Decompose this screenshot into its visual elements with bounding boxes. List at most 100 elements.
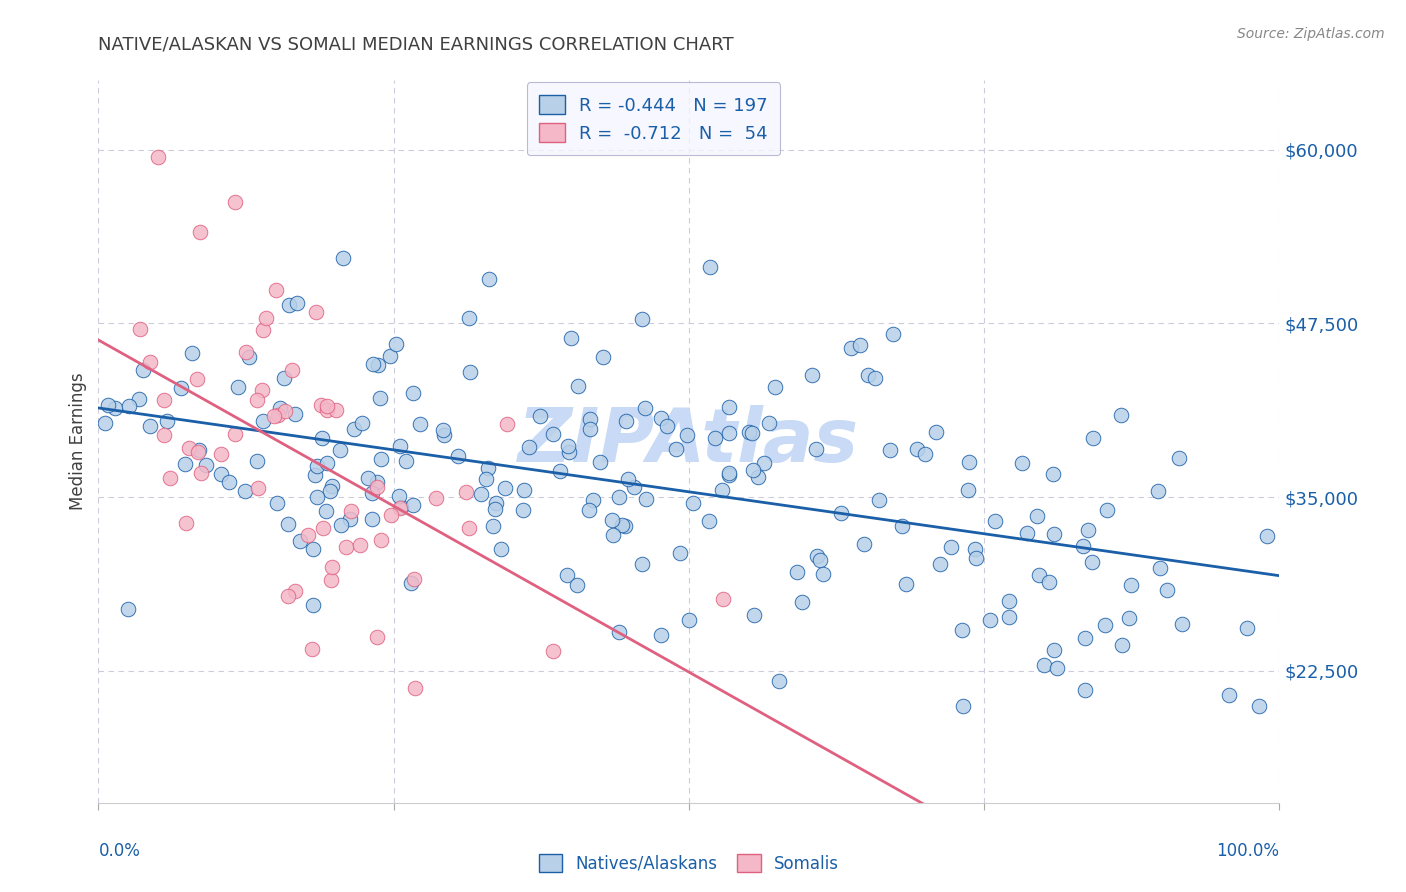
Point <box>630 557 652 571</box>
Point <box>1171 616 1194 631</box>
Point <box>1147 484 1170 499</box>
Point <box>548 464 571 478</box>
Point <box>588 454 610 468</box>
Point <box>478 272 501 286</box>
Point <box>361 512 384 526</box>
Point <box>329 442 352 457</box>
Point <box>894 577 917 591</box>
Point <box>343 422 366 436</box>
Point <box>634 491 657 506</box>
Point <box>697 514 720 528</box>
Point <box>650 628 672 642</box>
Point <box>190 467 212 481</box>
Point <box>1167 451 1189 466</box>
Point <box>952 698 974 713</box>
Point <box>470 487 492 501</box>
Point <box>806 549 828 563</box>
Point <box>607 490 630 504</box>
Legend: Natives/Alaskans, Somalis: Natives/Alaskans, Somalis <box>531 847 846 880</box>
Point <box>349 538 371 552</box>
Point <box>744 608 766 623</box>
Point <box>1081 555 1104 569</box>
Point <box>277 590 299 604</box>
Point <box>541 427 564 442</box>
Point <box>380 349 402 363</box>
Point <box>631 312 654 326</box>
Point <box>252 413 274 427</box>
Point <box>1046 661 1069 675</box>
Point <box>477 461 499 475</box>
Point <box>409 417 432 431</box>
Point <box>315 504 337 518</box>
Point <box>650 411 672 425</box>
Point <box>277 517 299 532</box>
Point <box>138 419 160 434</box>
Point <box>339 511 361 525</box>
Point <box>941 540 963 554</box>
Point <box>752 456 775 470</box>
Point <box>984 514 1007 528</box>
Point <box>305 305 328 319</box>
Point <box>389 500 412 514</box>
Point <box>682 496 704 510</box>
Point <box>579 422 602 436</box>
Point <box>159 471 181 485</box>
Point <box>97 398 120 412</box>
Point <box>1043 642 1066 657</box>
Point <box>425 491 447 505</box>
Point <box>361 358 384 372</box>
Point <box>321 560 343 574</box>
Point <box>1156 583 1178 598</box>
Point <box>558 445 581 459</box>
Point <box>287 296 309 310</box>
Point <box>607 624 630 639</box>
Point <box>489 541 512 556</box>
Point <box>315 456 337 470</box>
Point <box>389 439 412 453</box>
Point <box>792 595 814 609</box>
Point <box>475 472 498 486</box>
Point <box>209 467 232 481</box>
Point <box>366 475 388 489</box>
Point <box>315 399 337 413</box>
Point <box>484 502 506 516</box>
Point <box>741 426 763 441</box>
Point <box>301 542 323 557</box>
Point <box>380 508 402 522</box>
Point <box>806 442 828 456</box>
Point <box>600 513 623 527</box>
Point <box>321 573 343 587</box>
Point <box>768 674 790 689</box>
Point <box>1256 528 1278 542</box>
Point <box>366 630 388 644</box>
Point <box>399 575 422 590</box>
Point <box>997 594 1019 608</box>
Point <box>567 577 589 591</box>
Y-axis label: Median Earnings: Median Earnings <box>69 373 87 510</box>
Point <box>194 458 217 472</box>
Point <box>301 642 323 657</box>
Point <box>617 472 640 486</box>
Point <box>250 383 273 397</box>
Point <box>742 463 765 477</box>
Point <box>758 417 780 431</box>
Point <box>309 398 332 412</box>
Point <box>388 500 411 515</box>
Point <box>312 521 335 535</box>
Point <box>304 468 326 483</box>
Point <box>579 411 602 425</box>
Point <box>1028 568 1050 582</box>
Point <box>187 443 209 458</box>
Point <box>811 567 834 582</box>
Point <box>614 414 637 428</box>
Point <box>246 392 269 407</box>
Point <box>879 442 901 457</box>
Point <box>361 485 384 500</box>
Point <box>494 481 516 495</box>
Point <box>311 431 333 445</box>
Point <box>717 426 740 441</box>
Point <box>675 428 697 442</box>
Point <box>176 516 198 530</box>
Point <box>433 428 456 442</box>
Point <box>146 150 169 164</box>
